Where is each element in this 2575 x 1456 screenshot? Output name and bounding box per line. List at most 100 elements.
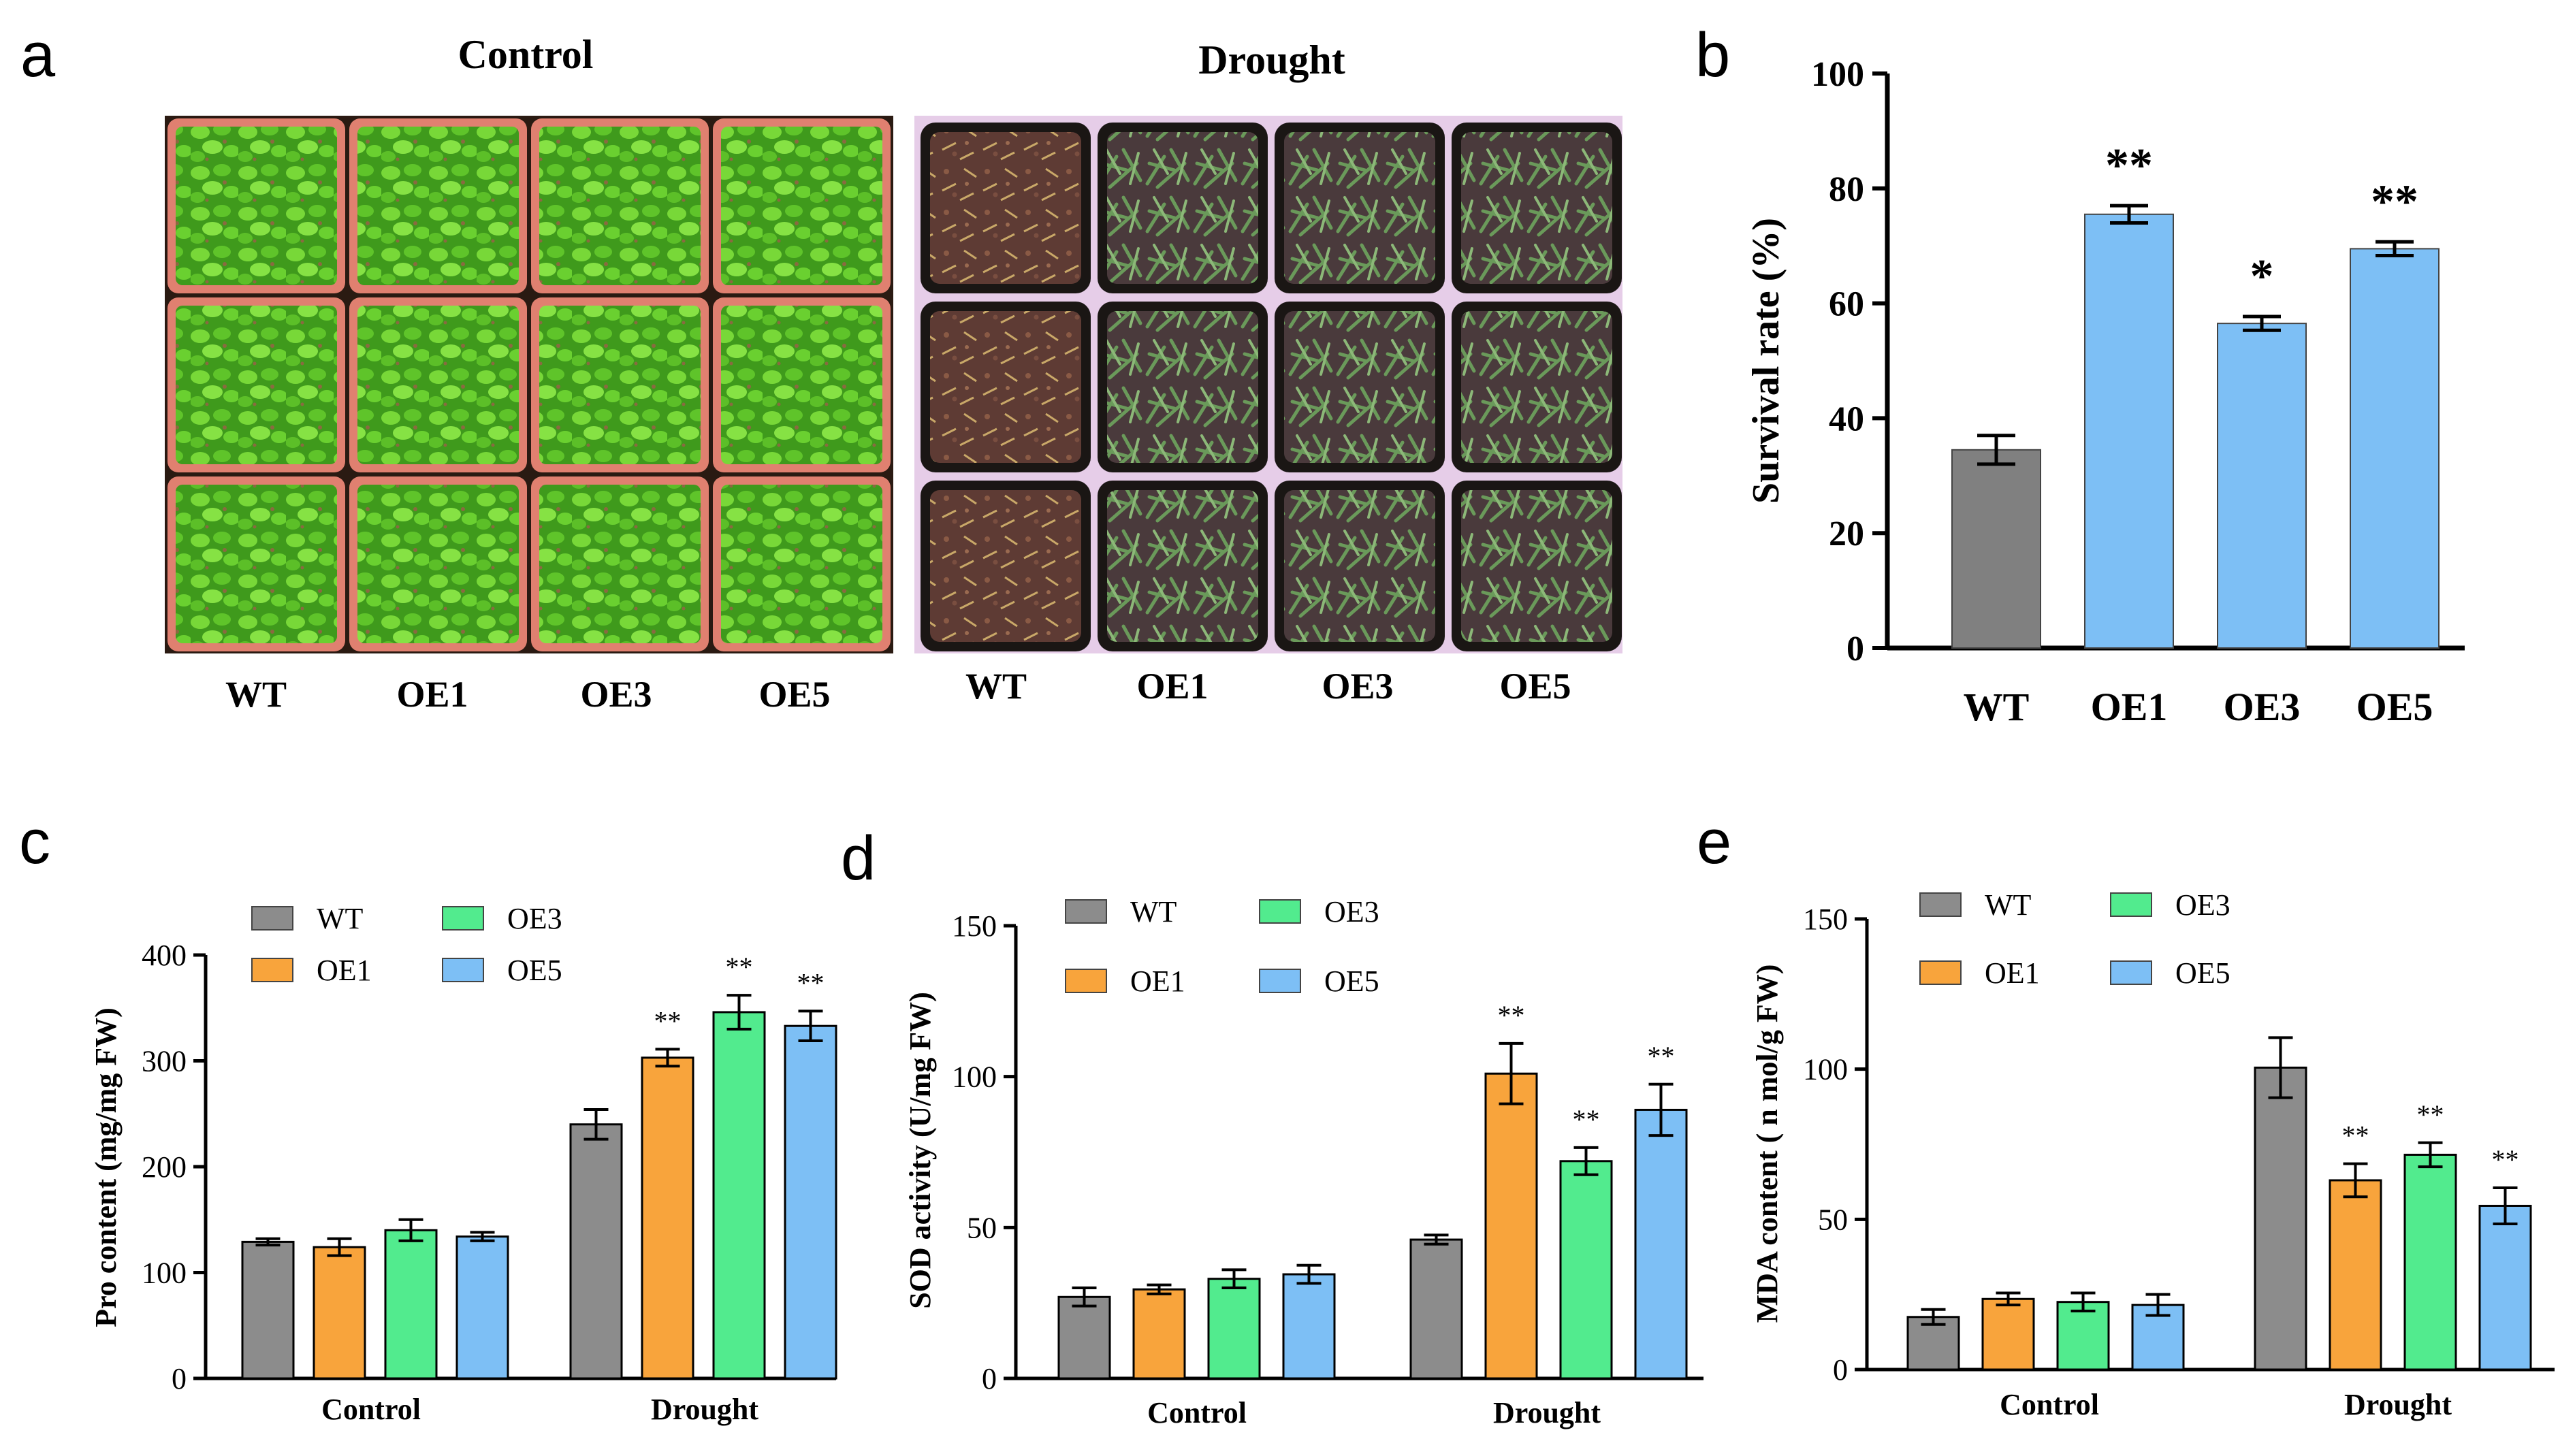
- significance-mark-e: **: [2492, 1144, 2519, 1175]
- drought-photo-title: Drought: [1198, 37, 1345, 82]
- bar-e-oe1: [1981, 1297, 2035, 1371]
- bar-e-wt: [2254, 1066, 2307, 1371]
- control-pot-seedlings: [721, 306, 882, 464]
- bar-c-oe5: [784, 1024, 837, 1380]
- panel-a: a Control Drought WT WT OE1 OE1 OE3 OE3 OE5 OE5: [20, 20, 1622, 715]
- y-tick-label-b: 80: [1829, 170, 1864, 209]
- legend-swatch-oe1: [251, 958, 293, 982]
- control-pot-seedlings: [357, 127, 519, 285]
- control-pot-seedlings: [539, 485, 701, 643]
- y-tick-label-b: 60: [1829, 285, 1864, 324]
- legend-c: WT OE3 OE1 OE5: [251, 902, 562, 987]
- drought-genotype-label: WT: [965, 666, 1027, 707]
- legend-label-oe3: OE3: [2175, 888, 2230, 922]
- control-pot-seedlings: [721, 485, 882, 643]
- control-pot-seedlings: [176, 306, 337, 464]
- legend-swatch-wt: [1919, 892, 1962, 917]
- legend-swatch-oe3: [2110, 892, 2152, 917]
- legend-swatch-oe5: [2110, 960, 2152, 985]
- legend-label-wt: WT: [317, 902, 364, 935]
- x-tick-label-b: OE3: [2224, 685, 2301, 729]
- drought-photo: [914, 116, 1622, 653]
- significance-mark-d: **: [1498, 1000, 1525, 1031]
- bar-b-oe3: [2217, 323, 2307, 649]
- y-tick-label-b: 0: [1846, 630, 1864, 668]
- drought-genotype-label: OE5: [1499, 666, 1571, 707]
- control-pot-seedlings: [539, 306, 701, 464]
- drought-pot-soil: [1284, 132, 1435, 284]
- chart-c-pro-content: c 0 100 200 300 400 Pro content (mg/mg FW) Cont…: [19, 807, 837, 1426]
- y-axis-title-d: SOD activity (U/mg FW): [903, 992, 937, 1309]
- legend-swatch-wt: [251, 906, 293, 931]
- legend-swatch-oe3: [442, 906, 484, 931]
- bar-d-oe1: [1132, 1288, 1186, 1380]
- significance-mark-c: **: [654, 1005, 682, 1036]
- control-pot-seedlings: [176, 127, 337, 285]
- significance-mark-d: **: [1648, 1041, 1675, 1071]
- y-tick-label-c: 200: [142, 1150, 187, 1184]
- panel-label-a: a: [20, 20, 56, 90]
- control-pot-seedlings: [357, 485, 519, 643]
- drought-pot-soil: [1107, 490, 1258, 642]
- panel-label-c: c: [19, 807, 50, 877]
- significance-mark-b: **: [2105, 140, 2153, 192]
- drought-genotype-label: OE3: [1322, 666, 1393, 707]
- control-genotype-label: OE1: [396, 674, 468, 715]
- bar-d-wt: [1057, 1295, 1111, 1380]
- legend-label-oe1: OE1: [1130, 965, 1185, 998]
- bar-c-oe1: [641, 1056, 694, 1380]
- bar-e-oe5: [2478, 1204, 2532, 1371]
- significance-mark-b: **: [2371, 176, 2418, 228]
- x-tick-label-b: OE5: [2356, 685, 2433, 729]
- y-tick-label-d: 50: [967, 1211, 997, 1244]
- bar-d-oe5: [1282, 1273, 1336, 1380]
- photo-genotype-labels: WT WT OE1 OE1 OE3 OE3 OE5 OE5: [225, 666, 1571, 715]
- drought-pot-soil: [930, 490, 1081, 642]
- x-tick-label-b: OE1: [2091, 685, 2168, 729]
- drought-pot-soil: [1107, 311, 1258, 463]
- significance-mark-e: **: [2342, 1120, 2369, 1151]
- y-tick-label-e: 150: [1803, 903, 1848, 936]
- legend-swatch-oe1: [1919, 960, 1962, 985]
- drought-pot-soil: [1107, 132, 1258, 284]
- panel-label-d: d: [841, 824, 876, 893]
- x-category-label-c: Drought: [651, 1393, 758, 1426]
- bar-c-oe3: [712, 1011, 766, 1380]
- bar-d-wt: [1409, 1238, 1463, 1380]
- y-tick-label-e: 100: [1803, 1053, 1848, 1086]
- chart-b-survival-rate: b 0 20 40 60 80 100 Survival rate (%) WT ** OE1 * OE…: [1695, 20, 2465, 729]
- drought-genotype-label: OE1: [1136, 666, 1208, 707]
- y-tick-label-e: 50: [1818, 1203, 1848, 1236]
- drought-pot-soil: [1461, 490, 1612, 642]
- legend-label-wt: WT: [1985, 888, 2032, 922]
- y-tick-label-c: 0: [172, 1362, 187, 1395]
- x-category-label-e: Drought: [2344, 1388, 2452, 1421]
- y-tick-label-b: 20: [1829, 515, 1864, 553]
- bar-d-oe3: [1559, 1160, 1613, 1380]
- bar-c-oe1: [313, 1246, 366, 1380]
- y-tick-label-c: 400: [142, 939, 187, 972]
- bar-e-oe3: [2403, 1153, 2457, 1371]
- bar-b-oe1: [2084, 213, 2174, 649]
- bar-c-wt: [569, 1123, 623, 1380]
- drought-pot-soil: [930, 132, 1081, 284]
- y-axis-title-b: Survival rate (%): [1745, 218, 1787, 504]
- legend-label-oe5: OE5: [1324, 965, 1379, 998]
- y-tick-label-d: 0: [982, 1362, 997, 1395]
- legend-label-oe3: OE3: [507, 902, 562, 935]
- legend-swatch-oe1: [1065, 969, 1107, 993]
- y-tick-label-e: 0: [1833, 1353, 1848, 1387]
- legend-label-oe1: OE1: [317, 954, 372, 987]
- bar-c-oe3: [384, 1229, 438, 1380]
- y-axis-title-c: Pro content (mg/mg FW): [89, 1007, 123, 1327]
- y-tick-label-c: 100: [142, 1257, 187, 1290]
- x-category-label-e: Control: [2000, 1388, 2099, 1421]
- legend-label-oe5: OE5: [507, 954, 562, 987]
- control-pot-seedlings: [539, 127, 701, 285]
- x-category-label-c: Control: [321, 1393, 421, 1426]
- significance-mark-c: **: [726, 952, 753, 982]
- y-tick-label-d: 150: [952, 909, 997, 943]
- drought-pot-soil: [930, 311, 1081, 463]
- control-genotype-label: OE5: [758, 674, 830, 715]
